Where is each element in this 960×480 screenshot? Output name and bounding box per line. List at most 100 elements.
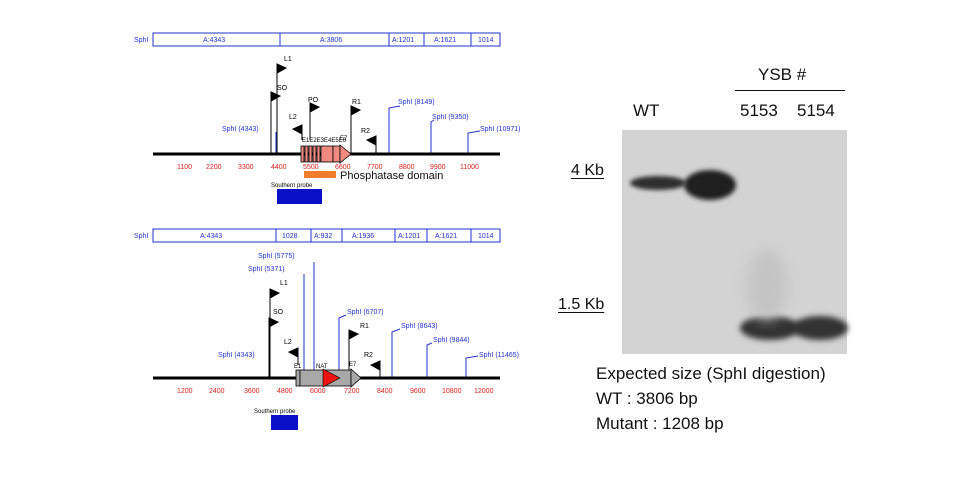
mut-sphi-site-line bbox=[465, 355, 479, 378]
mut-primer-label: R1 bbox=[360, 323, 369, 330]
svg-text:9900: 9900 bbox=[430, 164, 446, 171]
wt-primer-label: R1 bbox=[352, 99, 361, 106]
wt-sphi-site-label: SphI (9350) bbox=[432, 114, 469, 121]
wt-fragment-label: A:4343 bbox=[203, 37, 225, 44]
svg-text:7200: 7200 bbox=[344, 388, 360, 395]
wt-map: SphI A:4343 A:3806 A:1201 A:1621 1014 Sp… bbox=[134, 32, 520, 204]
mut-fragment-label: A:1201 bbox=[398, 233, 420, 240]
mut-cassette-arrow-head bbox=[350, 368, 362, 388]
ysb-group-label: YSB # bbox=[758, 65, 807, 84]
mut-primer-label: R2 bbox=[364, 352, 373, 359]
genomic-map-diagram: SphI A:4343 A:3806 A:1201 A:1621 1014 Sp… bbox=[134, 32, 520, 430]
svg-text:8400: 8400 bbox=[377, 388, 393, 395]
wt-phosphatase-domain-bar bbox=[304, 171, 336, 178]
expected-size-wt: WT : 3806 bp bbox=[596, 389, 698, 408]
wt-primer-label: SO bbox=[277, 85, 288, 92]
mut-fragment-label: A:932 bbox=[314, 233, 332, 240]
mut-southern-probe-bar bbox=[271, 415, 298, 430]
wt-primer-label: L1 bbox=[284, 56, 292, 63]
mut-cassette-label: E1 bbox=[294, 364, 302, 370]
size-marker-4kb: 4 Kb bbox=[571, 162, 604, 179]
wt-fragment-label: A:1201 bbox=[392, 37, 414, 44]
wt-primer-label: R2 bbox=[361, 128, 370, 135]
svg-text:6600: 6600 bbox=[335, 164, 351, 171]
svg-text:1200: 1200 bbox=[177, 388, 193, 395]
wt-sphi-site-line bbox=[388, 105, 401, 154]
svg-text:3300: 3300 bbox=[238, 164, 254, 171]
mut-sphi-site-label: SphI (9844) bbox=[433, 337, 470, 344]
mut-primer-label: L2 bbox=[284, 339, 292, 346]
expected-size-title: Expected size (SphI digestion) bbox=[596, 364, 826, 383]
svg-text:12000: 12000 bbox=[474, 388, 494, 395]
mut-sphi-site-label: SphI (5775) bbox=[258, 253, 295, 260]
mut-sphi-site-line bbox=[391, 328, 401, 378]
band-wt-4kb bbox=[630, 176, 686, 190]
mut-fragment-label: 1014 bbox=[478, 233, 494, 240]
mut-scale-ticks: 1200 2400 3600 4800 6000 7200 8400 9600 … bbox=[177, 388, 494, 395]
mut-fragment-bar bbox=[152, 228, 501, 243]
mutant-map: SphI A:4343 1028 A:932 A:1936 A:1201 A:1… bbox=[134, 228, 519, 430]
mut-fragment-left-label: SphI bbox=[134, 233, 148, 240]
wt-fragment-label: A:3806 bbox=[320, 37, 342, 44]
lane-label-5154: 5154 bbox=[797, 101, 835, 120]
wt-fragment-left-label: SphI bbox=[134, 37, 148, 44]
svg-text:4800: 4800 bbox=[277, 388, 293, 395]
wt-fragment-label: 1014 bbox=[478, 37, 494, 44]
svg-text:8800: 8800 bbox=[399, 164, 415, 171]
svg-text:3600: 3600 bbox=[244, 388, 260, 395]
svg-text:10800: 10800 bbox=[442, 388, 462, 395]
mut-southern-probe-label: Southern probe bbox=[254, 409, 296, 415]
mut-sphi-site-label: SphI (8643) bbox=[401, 323, 438, 330]
mut-fragment-label: 1028 bbox=[282, 233, 298, 240]
wt-sphi-site-line bbox=[430, 119, 435, 154]
mut-fragment-label: A:1936 bbox=[352, 233, 374, 240]
band-5153-1-5kb bbox=[740, 316, 800, 340]
svg-text:11000: 11000 bbox=[460, 164, 479, 171]
size-marker-1-5kb: 1.5 Kb bbox=[558, 296, 605, 313]
wt-sphi-site-label: SphI (4343) bbox=[222, 126, 259, 133]
wt-exon-label: E1E2E3E4E5E6 bbox=[302, 138, 347, 144]
mut-cassette-label: NAT bbox=[316, 364, 328, 370]
wt-gene-exons bbox=[300, 145, 334, 163]
mut-sphi-site-label: SphI (11465) bbox=[479, 352, 519, 359]
mut-sphi-site-line bbox=[426, 342, 433, 378]
wt-exon-7 bbox=[332, 145, 341, 163]
southern-blot-image bbox=[622, 130, 848, 354]
band-5154-1-5kb bbox=[792, 316, 848, 340]
mut-fragment-label: A:4343 bbox=[200, 233, 222, 240]
wt-sphi-site-label: SphI (10971) bbox=[480, 126, 520, 133]
mut-primer-label: L1 bbox=[280, 280, 288, 287]
wt-primer-label: L2 bbox=[289, 114, 297, 121]
svg-text:7700: 7700 bbox=[367, 164, 383, 171]
wt-gene-arrow-head bbox=[339, 144, 352, 164]
smear-5153 bbox=[747, 250, 787, 320]
wt-phosphatase-domain-label: Phosphatase domain bbox=[340, 170, 443, 182]
mut-sphi-site-label: SphI (4343) bbox=[218, 352, 255, 359]
mut-cassette-label: E7 bbox=[349, 362, 357, 368]
wt-exon-label: E7 bbox=[340, 136, 348, 142]
lane-label-wt: WT bbox=[633, 101, 660, 120]
svg-text:2400: 2400 bbox=[209, 388, 225, 395]
mut-sphi-site-label: SphI (5371) bbox=[248, 266, 285, 273]
wt-fragment-label: A:1621 bbox=[434, 37, 456, 44]
svg-text:6000: 6000 bbox=[310, 388, 326, 395]
wt-sphi-site-label: SphI (8149) bbox=[398, 99, 435, 106]
mut-sphi-site-label: SphI (6707) bbox=[347, 309, 384, 316]
mut-sphi-site-line bbox=[338, 314, 347, 378]
wt-fragment-bar bbox=[152, 32, 501, 47]
expected-size-mutant: Mutant : 1208 bp bbox=[596, 414, 724, 433]
svg-text:4400: 4400 bbox=[271, 164, 287, 171]
mut-primer-label: SO bbox=[273, 309, 284, 316]
svg-text:9600: 9600 bbox=[410, 388, 426, 395]
lane-label-5153: 5153 bbox=[740, 101, 778, 120]
wt-southern-probe-bar bbox=[277, 189, 322, 204]
mut-exon-1 bbox=[295, 369, 301, 387]
svg-text:5500: 5500 bbox=[303, 164, 319, 171]
mut-nat-arrow bbox=[322, 368, 341, 388]
mut-fragment-label: A:1621 bbox=[435, 233, 457, 240]
wt-sphi-site-line bbox=[467, 130, 481, 154]
ysb-group-underline bbox=[735, 90, 845, 91]
svg-text:2200: 2200 bbox=[206, 164, 222, 171]
wt-scale-ticks: 1100 2200 3300 4400 5500 6600 7700 8800 … bbox=[177, 164, 479, 171]
wt-southern-probe-label: Southern probe bbox=[271, 183, 313, 189]
